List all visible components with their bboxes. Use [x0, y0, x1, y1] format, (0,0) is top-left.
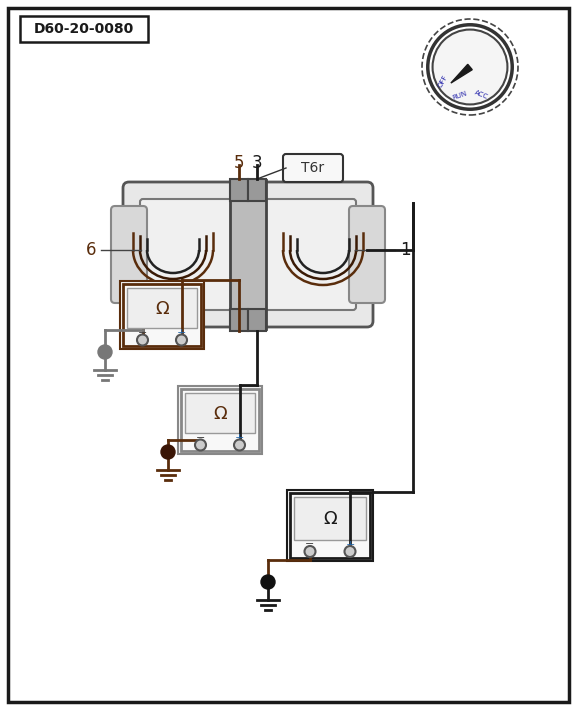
FancyBboxPatch shape	[294, 496, 366, 540]
FancyBboxPatch shape	[140, 199, 356, 310]
Circle shape	[195, 439, 206, 451]
FancyBboxPatch shape	[230, 179, 248, 201]
Circle shape	[344, 546, 355, 557]
FancyBboxPatch shape	[20, 16, 148, 42]
Text: +: +	[235, 433, 244, 443]
Text: −: −	[196, 433, 205, 443]
FancyBboxPatch shape	[185, 393, 255, 433]
FancyBboxPatch shape	[8, 8, 569, 702]
Circle shape	[161, 445, 175, 459]
FancyBboxPatch shape	[120, 281, 204, 349]
FancyBboxPatch shape	[248, 309, 266, 331]
FancyBboxPatch shape	[111, 206, 147, 303]
Text: −: −	[305, 540, 314, 550]
Text: −: −	[138, 328, 147, 338]
Circle shape	[261, 575, 275, 589]
FancyBboxPatch shape	[230, 309, 248, 331]
FancyBboxPatch shape	[283, 154, 343, 182]
Text: Ω: Ω	[323, 510, 337, 528]
Circle shape	[234, 439, 245, 451]
FancyBboxPatch shape	[178, 386, 262, 454]
Text: +: +	[345, 540, 355, 550]
Text: 5: 5	[234, 154, 244, 172]
Circle shape	[98, 345, 112, 359]
Text: 3: 3	[252, 154, 263, 172]
Circle shape	[176, 334, 187, 346]
FancyBboxPatch shape	[123, 182, 373, 327]
FancyBboxPatch shape	[287, 489, 373, 560]
FancyBboxPatch shape	[181, 389, 259, 451]
Text: Ω: Ω	[155, 300, 169, 318]
Text: OFF: OFF	[437, 74, 449, 89]
Text: Ω: Ω	[213, 405, 227, 423]
FancyBboxPatch shape	[123, 284, 201, 346]
FancyBboxPatch shape	[127, 288, 197, 328]
Text: +: +	[177, 328, 186, 338]
FancyBboxPatch shape	[248, 179, 266, 201]
Text: D60-20-0080: D60-20-0080	[34, 22, 134, 36]
FancyBboxPatch shape	[349, 206, 385, 303]
Text: 6: 6	[86, 241, 96, 259]
Circle shape	[433, 30, 507, 104]
FancyBboxPatch shape	[290, 493, 370, 557]
Circle shape	[137, 334, 148, 346]
FancyBboxPatch shape	[230, 180, 266, 329]
Text: RUN: RUN	[452, 90, 468, 101]
Circle shape	[305, 546, 316, 557]
Text: T6r: T6r	[301, 161, 324, 175]
Text: ACC: ACC	[474, 89, 489, 101]
Text: 1: 1	[400, 241, 410, 259]
Polygon shape	[451, 65, 472, 83]
